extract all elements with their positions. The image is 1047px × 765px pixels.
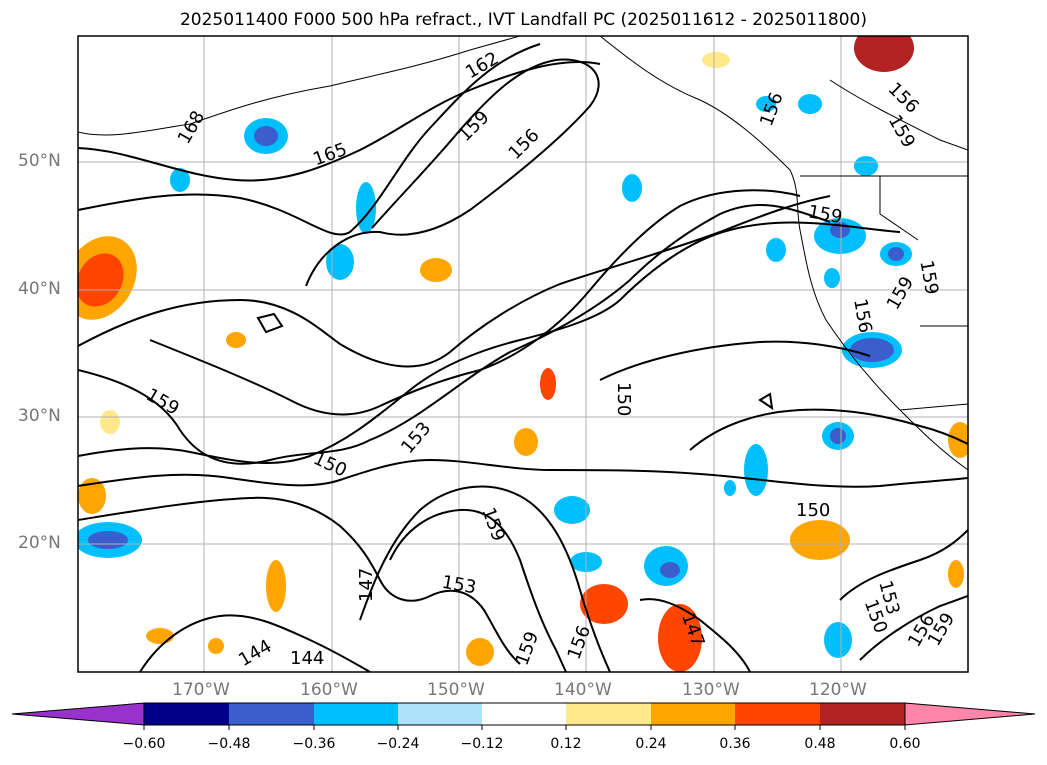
colorbar (11, 702, 1036, 730)
colorbar-tick-label: 0.60 (889, 736, 921, 752)
lon-label-140w: 140°W (554, 680, 612, 700)
height-contours (78, 43, 968, 672)
colorbar-bin (482, 703, 566, 725)
contour-label: 150 (613, 382, 634, 416)
colorbar-tick-label: 0.48 (804, 736, 836, 752)
colorbar-bin (566, 703, 651, 725)
coastlines (78, 36, 968, 471)
lon-label-150w: 150°W (427, 680, 485, 700)
map-title: 2025011400 F000 500 hPa refract., IVT La… (179, 10, 867, 30)
colorbar-low-extension (11, 702, 145, 726)
positive-anomaly-shading (78, 36, 968, 672)
colorbar-tick-label: 0.24 (635, 736, 667, 752)
colorbar-bin (144, 703, 229, 725)
colorbar-bin (820, 703, 905, 725)
colorbar-tick-label: −0.24 (376, 736, 420, 752)
colorbar-bin (314, 703, 398, 725)
colorbar-bin (735, 703, 820, 725)
colorbar-tick-label: −0.12 (460, 736, 504, 752)
colorbar-bin (398, 703, 482, 725)
lat-label-30n: 30°N (18, 406, 61, 426)
lat-label-40n: 40°N (18, 279, 61, 299)
colorbar-tick-label: 0.36 (719, 736, 751, 752)
colorbar-high-extension (904, 702, 1036, 726)
colorbar-bin (651, 703, 735, 725)
contour-label: 150 (796, 500, 830, 521)
colorbar-tick-label: −0.36 (292, 736, 336, 752)
lon-label-170w: 170°W (172, 680, 230, 700)
map-frame (77, 35, 969, 673)
lon-label-130w: 130°W (682, 680, 740, 700)
colorbar-tick-label: 0.12 (550, 736, 582, 752)
colorbar-tick-label: −0.60 (122, 736, 166, 752)
lon-label-120w: 120°W (809, 680, 867, 700)
lat-label-50n: 50°N (18, 151, 61, 171)
contour-label: 144 (290, 648, 324, 669)
colorbar-bin (229, 703, 314, 725)
contour-label: 147 (356, 568, 377, 602)
lon-label-160w: 160°W (300, 680, 358, 700)
map-gridlines (78, 36, 968, 672)
lat-label-20n: 20°N (18, 533, 61, 553)
colorbar-tick-label: −0.48 (207, 736, 251, 752)
